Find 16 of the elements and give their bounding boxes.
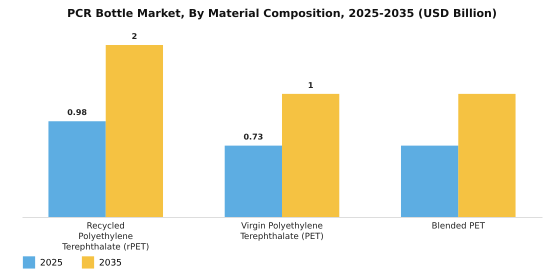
bar <box>106 45 164 217</box>
x-tick-label: Blended PET <box>432 222 486 232</box>
data-label: 1 <box>308 80 314 90</box>
chart-title: PCR Bottle Market, By Material Composition, 2025-2035 (USD Billion) <box>67 7 497 20</box>
data-label: 0.98 <box>67 108 88 118</box>
x-tick-label: Virgin Polyethylene Terephthalate (PET) <box>239 222 324 242</box>
bar <box>400 146 458 217</box>
bar <box>224 146 282 217</box>
bar <box>282 94 340 217</box>
legend-label: 2035 <box>99 258 122 268</box>
legend-label: 2025 <box>40 258 63 268</box>
x-tick-label: Recycled Polyethylene Terephthalate (rPET) <box>61 222 150 252</box>
data-label: 2 <box>132 32 138 41</box>
bar <box>458 94 516 217</box>
data-label: 0.73 <box>243 132 264 142</box>
bar <box>48 121 106 217</box>
